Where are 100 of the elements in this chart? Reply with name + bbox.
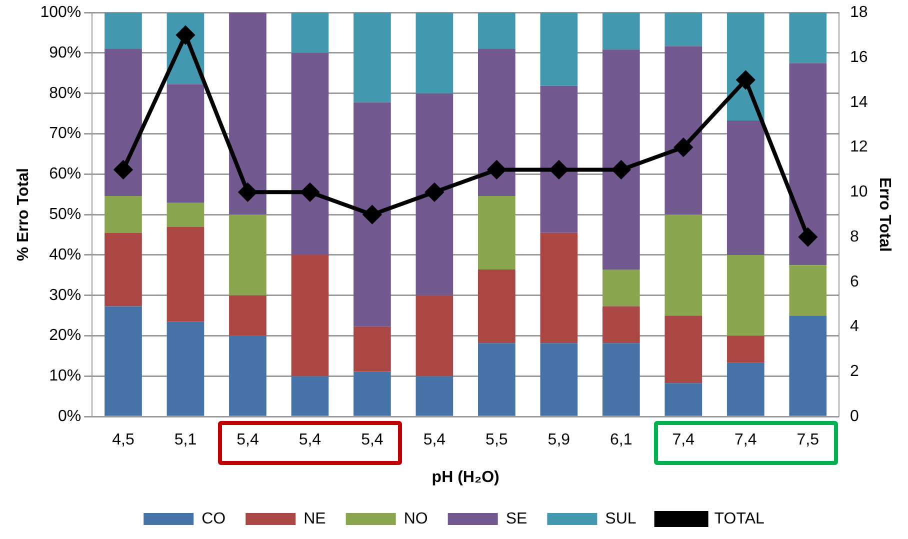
bar [416, 376, 454, 416]
y-tick-label: 80% [49, 84, 82, 102]
point [238, 183, 257, 202]
bar [602, 12, 640, 50]
legend-label: CO [202, 510, 226, 528]
point [550, 160, 568, 179]
bar [664, 214, 702, 316]
bar [540, 232, 578, 344]
bar [354, 326, 391, 372]
x-tick-label: 5,1 [174, 432, 197, 449]
y2-tick-label: 8 [850, 228, 860, 246]
bar [104, 232, 142, 306]
legend-label: NE [304, 510, 326, 528]
x-tick-label: 5,9 [548, 432, 570, 449]
bar [166, 202, 204, 227]
bar [104, 12, 142, 49]
x-tick-label: 7,4 [734, 432, 757, 449]
y-tick-label: 50% [49, 206, 82, 224]
point [798, 228, 817, 246]
bar [229, 12, 266, 215]
bar [602, 270, 640, 306]
bar [229, 295, 266, 336]
y-tick-label: 40% [49, 246, 82, 264]
bar [478, 270, 516, 344]
bar [416, 93, 454, 296]
bar [540, 12, 578, 86]
point [674, 138, 692, 156]
point [176, 26, 194, 44]
bar [291, 12, 329, 53]
bar [104, 48, 142, 196]
bar [540, 86, 578, 233]
bar [602, 306, 640, 344]
bar [104, 306, 142, 416]
y-tick-label: 70% [49, 125, 82, 142]
point [488, 160, 506, 179]
x-tick-label: 5,4 [423, 432, 446, 449]
bar [789, 12, 827, 64]
point [114, 160, 132, 179]
legend-label: SUL [605, 510, 636, 528]
x-tick-label: 7,5 [796, 432, 820, 449]
point [425, 183, 444, 202]
bar [664, 383, 702, 416]
bar [416, 12, 454, 94]
y2-tick-label: 18 [850, 4, 868, 22]
bar [789, 265, 827, 316]
point [300, 183, 319, 202]
x-tick-label: 6,1 [610, 432, 632, 449]
bar [166, 84, 204, 203]
x-tick-label: 7,4 [672, 432, 695, 449]
y-tick-label: 10% [49, 368, 82, 385]
point [363, 206, 382, 224]
bar [291, 53, 329, 255]
bar [478, 196, 516, 270]
bar [478, 48, 516, 196]
bar [478, 12, 516, 49]
y-tick-label: 100% [40, 4, 82, 22]
y2-tick-label: 14 [850, 94, 868, 111]
y-tick-label: 90% [49, 44, 82, 62]
x-axis-title: pH (H₂O) [432, 468, 500, 486]
legend-label: NO [404, 510, 428, 528]
bar [789, 316, 827, 416]
legend-label: TOTAL [714, 510, 764, 528]
y-axis-title: % Erro Total [15, 168, 32, 262]
bar [229, 336, 266, 416]
bar [789, 63, 827, 266]
x-tick-label: 5,4 [236, 432, 259, 449]
bar [726, 336, 764, 363]
bar [104, 196, 142, 233]
bar [540, 343, 578, 416]
x-tick-label: 5,4 [361, 432, 384, 449]
bar [664, 316, 702, 384]
bar [354, 12, 391, 102]
y2-tick-label: 4 [850, 318, 860, 336]
y2-tick-label: 2 [850, 363, 860, 380]
y2-axis-title: Erro Total [876, 177, 893, 252]
y2-tick-label: 12 [850, 138, 868, 156]
x-tick-label: 5,4 [298, 432, 322, 449]
bar [354, 102, 391, 327]
y-tick-label: 0% [58, 408, 82, 426]
bar [664, 46, 702, 215]
x-tick-label: 5,5 [486, 432, 508, 449]
bar [726, 255, 764, 336]
bar [664, 12, 702, 46]
bar [354, 372, 391, 416]
y-tick-label: 30% [49, 286, 82, 304]
bar [166, 226, 204, 322]
x-tick-label: 4,5 [112, 432, 134, 449]
legend-label: SE [506, 510, 528, 528]
bar [229, 214, 266, 296]
bar [291, 255, 329, 376]
y2-tick-label: 6 [850, 273, 860, 290]
bar [478, 343, 516, 416]
y-tick-label: 20% [49, 327, 82, 344]
y2-tick-label: 10 [850, 184, 868, 201]
bar [416, 295, 454, 376]
point [612, 160, 630, 179]
y2-tick-label: 0 [850, 408, 860, 426]
bar [166, 322, 204, 416]
bar [602, 49, 640, 270]
y-tick-label: 60% [49, 166, 82, 183]
